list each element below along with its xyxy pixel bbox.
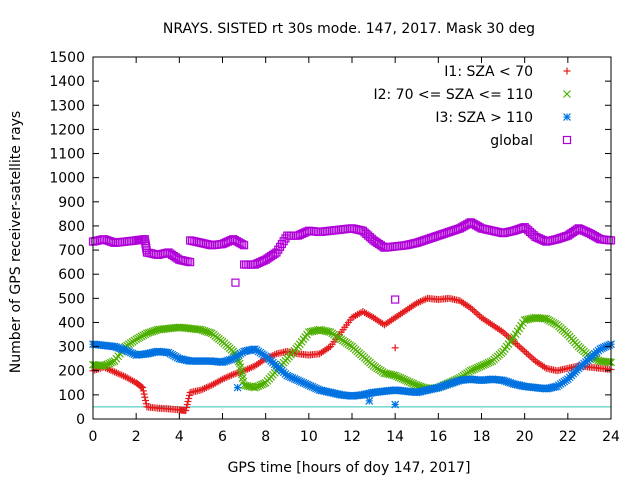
- x-tick-label: 14: [386, 429, 404, 445]
- data-point: [522, 349, 530, 357]
- y-tick-label: 300: [58, 340, 85, 356]
- data-point: [238, 240, 247, 249]
- data-point: [391, 295, 400, 304]
- data-point: [503, 331, 511, 339]
- data-point: [182, 407, 190, 415]
- y-tick-label: 200: [58, 364, 85, 380]
- data-point: [391, 400, 400, 409]
- x-tick-label: 12: [343, 429, 361, 445]
- x-tick-label: 10: [300, 429, 318, 445]
- data-point: [486, 357, 495, 366]
- legend-marker: [563, 90, 571, 98]
- series-3: [89, 340, 615, 409]
- x-tick-label: 22: [559, 429, 577, 445]
- y-tick-label: 1000: [49, 171, 85, 187]
- data-point: [140, 390, 148, 398]
- data-point: [229, 347, 238, 356]
- data-point: [470, 307, 478, 315]
- data-point: [391, 344, 399, 352]
- legend-label: I1: SZA < 70: [444, 64, 533, 80]
- x-tick-label: 20: [516, 429, 534, 445]
- data-point: [517, 344, 525, 352]
- series-4: [88, 218, 616, 304]
- x-tick-label: 8: [261, 429, 270, 445]
- legend-label: I3: SZA > 110: [435, 110, 533, 126]
- y-tick-label: 900: [58, 195, 85, 211]
- y-tick-label: 1500: [49, 50, 85, 66]
- data-point: [183, 401, 191, 409]
- data-point: [472, 309, 480, 317]
- data-point: [519, 346, 527, 354]
- data-point: [231, 278, 240, 287]
- x-tick-label: 2: [132, 429, 141, 445]
- y-axis-label: Number of GPS receiver-satellite rays: [8, 111, 24, 373]
- y-tick-label: 100: [58, 388, 85, 404]
- y-tick-label: 1200: [49, 122, 85, 138]
- y-tick-label: 1100: [49, 147, 85, 163]
- legend-label: global: [490, 133, 533, 149]
- x-tick-label: 18: [473, 429, 491, 445]
- data-point: [526, 352, 534, 360]
- y-tick-label: 500: [58, 291, 85, 307]
- data-point: [183, 404, 191, 412]
- y-tick-label: 700: [58, 243, 85, 259]
- x-tick-label: 16: [429, 429, 447, 445]
- data-point: [474, 310, 482, 318]
- y-tick-label: 1400: [49, 74, 85, 90]
- legend: I1: SZA < 70 I2: 70 <= SZA <= 110 I3: SZA …: [373, 64, 572, 149]
- data-point: [139, 384, 147, 392]
- series-1: [89, 294, 615, 415]
- x-tick-label: 24: [602, 429, 620, 445]
- data-point: [185, 394, 193, 402]
- legend-marker: [563, 67, 571, 75]
- data-point: [205, 328, 214, 337]
- data-point: [142, 396, 150, 404]
- data-point: [141, 393, 149, 401]
- data-point: [365, 396, 374, 405]
- legend-marker: [563, 113, 571, 121]
- data-point: [605, 358, 614, 367]
- y-tick-label: 0: [76, 412, 85, 428]
- data-point: [184, 398, 192, 406]
- y-tick-label: 600: [58, 267, 85, 283]
- y-tick-label: 800: [58, 219, 85, 235]
- data-point: [528, 354, 536, 362]
- data-point: [239, 241, 249, 250]
- data-point: [233, 383, 242, 392]
- x-tick-label: 6: [218, 429, 227, 445]
- legend-label: I2: 70 <= SZA <= 110: [373, 87, 533, 103]
- legend-marker: [562, 135, 572, 145]
- x-axis-label: GPS time [hours of doy 147, 2017]: [228, 460, 471, 476]
- data-point: [138, 383, 146, 391]
- chart-title: NRAYS. SISTED rt 30s mode. 147, 2017. Ma…: [163, 21, 535, 37]
- data-point: [186, 258, 195, 267]
- x-tick-label: 4: [175, 429, 184, 445]
- data-point: [521, 347, 529, 355]
- data-point: [524, 351, 532, 359]
- x-tick-label: 0: [89, 429, 98, 445]
- data-point: [139, 387, 147, 395]
- data-point: [515, 343, 523, 351]
- y-tick-label: 400: [58, 315, 85, 331]
- y-tick-label: 1300: [49, 98, 85, 114]
